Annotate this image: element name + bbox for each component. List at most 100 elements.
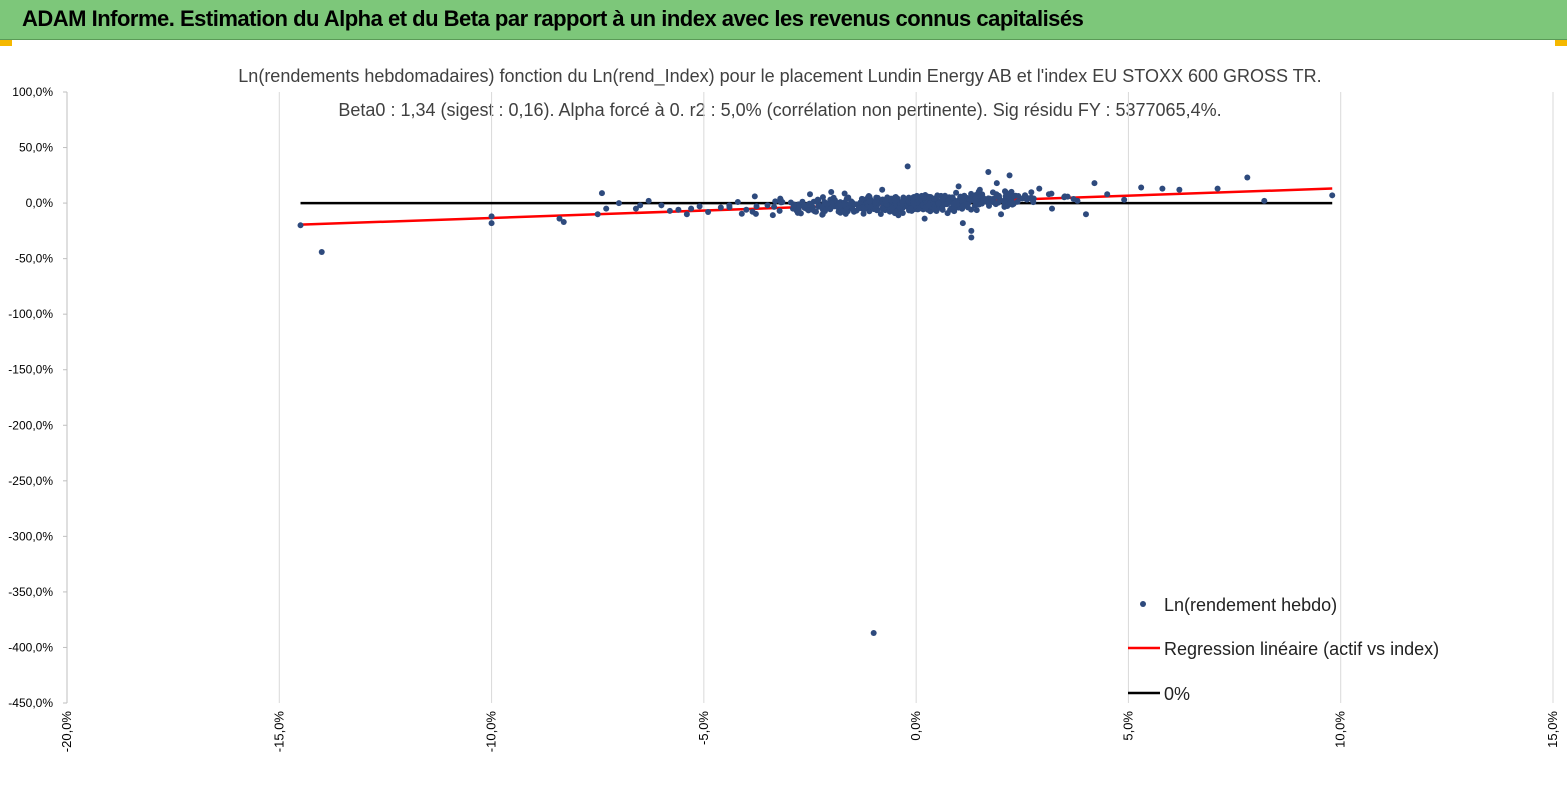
data-point: [910, 200, 917, 207]
data-point: [1329, 192, 1336, 199]
data-point: [675, 206, 682, 213]
data-point: [944, 201, 951, 208]
data-point: [1049, 205, 1056, 212]
data-point: [658, 202, 665, 209]
y-tick-label: 0,0%: [26, 196, 54, 210]
data-point: [807, 191, 813, 198]
x-tick-label: -20,0%: [59, 711, 74, 753]
data-point: [993, 180, 1000, 187]
data-point: [637, 202, 644, 209]
data-point: [1244, 174, 1251, 181]
data-point: [1006, 172, 1013, 179]
data-point: [809, 206, 816, 213]
data-point: [935, 200, 942, 207]
data-point: [645, 197, 652, 204]
data-point: [666, 207, 673, 214]
data-point: [1028, 189, 1035, 196]
data-point: [824, 200, 831, 207]
x-tick-label: -5,0%: [696, 711, 711, 745]
data-point: [1048, 190, 1055, 197]
y-tick-label: -150,0%: [8, 363, 53, 377]
data-point: [892, 197, 899, 204]
data-point: [843, 195, 850, 202]
data-point: [841, 190, 848, 197]
data-point: [973, 207, 980, 214]
data-point: [1214, 185, 1221, 192]
data-point: [951, 208, 958, 215]
data-point: [1007, 199, 1014, 206]
data-point: [939, 204, 946, 211]
data-point: [879, 186, 886, 193]
data-point: [751, 193, 758, 200]
data-point: [907, 205, 914, 212]
data-point: [688, 205, 695, 212]
data-point: [777, 199, 784, 206]
data-point: [968, 234, 975, 241]
data-point: [828, 188, 835, 195]
data-point: [944, 210, 951, 217]
data-point: [925, 202, 932, 209]
data-point: [1121, 196, 1128, 203]
data-point: [821, 207, 828, 214]
data-point: [632, 205, 639, 212]
chart-title: Ln(rendements hebdomadaires) fonction du…: [238, 66, 1322, 86]
data-point: [870, 630, 877, 637]
data-point: [829, 203, 836, 210]
data-point: [949, 194, 956, 201]
scatter-chart: -20,0% -15,0% -10,0% -5,0% 0,0% 5,0% 10,0% 15,0…: [8, 85, 1560, 753]
data-point: [964, 201, 971, 208]
y-tick-label: -450,0%: [8, 696, 53, 710]
data-point: [921, 215, 928, 222]
data-point: [931, 206, 938, 213]
data-point: [598, 190, 605, 197]
data-point: [594, 211, 601, 218]
data-point: [743, 206, 750, 213]
data-point: [488, 220, 495, 227]
data-point: [905, 194, 912, 201]
data-point: [860, 210, 867, 217]
data-point: [1138, 184, 1145, 191]
data-point: [968, 227, 975, 234]
data-point: [749, 208, 756, 215]
data-point: [840, 201, 847, 208]
x-tick-label: -15,0%: [271, 711, 286, 753]
data-point: [968, 190, 975, 197]
data-point: [961, 192, 968, 199]
data-point: [318, 248, 325, 255]
data-point: [696, 203, 703, 210]
data-point: [776, 207, 783, 214]
x-tick-label: 0,0%: [908, 711, 923, 741]
corner-marker-right: [1555, 40, 1567, 46]
data-point: [1176, 186, 1183, 193]
y-tick-label: 100,0%: [12, 85, 53, 99]
y-tick-label: -100,0%: [8, 307, 53, 321]
data-point: [726, 204, 733, 211]
data-point: [790, 201, 797, 208]
data-point: [867, 203, 874, 210]
data-point: [939, 196, 946, 203]
legend-label: Ln(rendement hebdo): [1164, 595, 1337, 615]
data-point: [799, 198, 806, 205]
data-point: [603, 205, 610, 212]
x-tick-label: 5,0%: [1120, 711, 1135, 741]
data-point: [734, 198, 741, 205]
chart-area: Ln(rendements hebdomadaires) fonction du…: [0, 44, 1567, 787]
data-point: [904, 163, 911, 170]
data-point: [899, 209, 906, 216]
data-point: [738, 210, 745, 217]
data-point: [1261, 197, 1268, 204]
data-point: [705, 208, 712, 215]
data-point: [772, 198, 779, 205]
y-tick-label: -300,0%: [8, 529, 53, 543]
data-point: [1104, 191, 1111, 198]
data-point: [717, 204, 724, 211]
data-point: [1064, 193, 1071, 200]
data-point: [882, 197, 889, 204]
legend-marker-points: [1140, 601, 1146, 607]
data-point: [989, 189, 996, 196]
x-tick-label: 15,0%: [1545, 711, 1560, 748]
data-point: [683, 211, 690, 218]
y-tick-label: -400,0%: [8, 640, 53, 654]
data-point: [819, 194, 826, 201]
data-point: [959, 220, 966, 227]
